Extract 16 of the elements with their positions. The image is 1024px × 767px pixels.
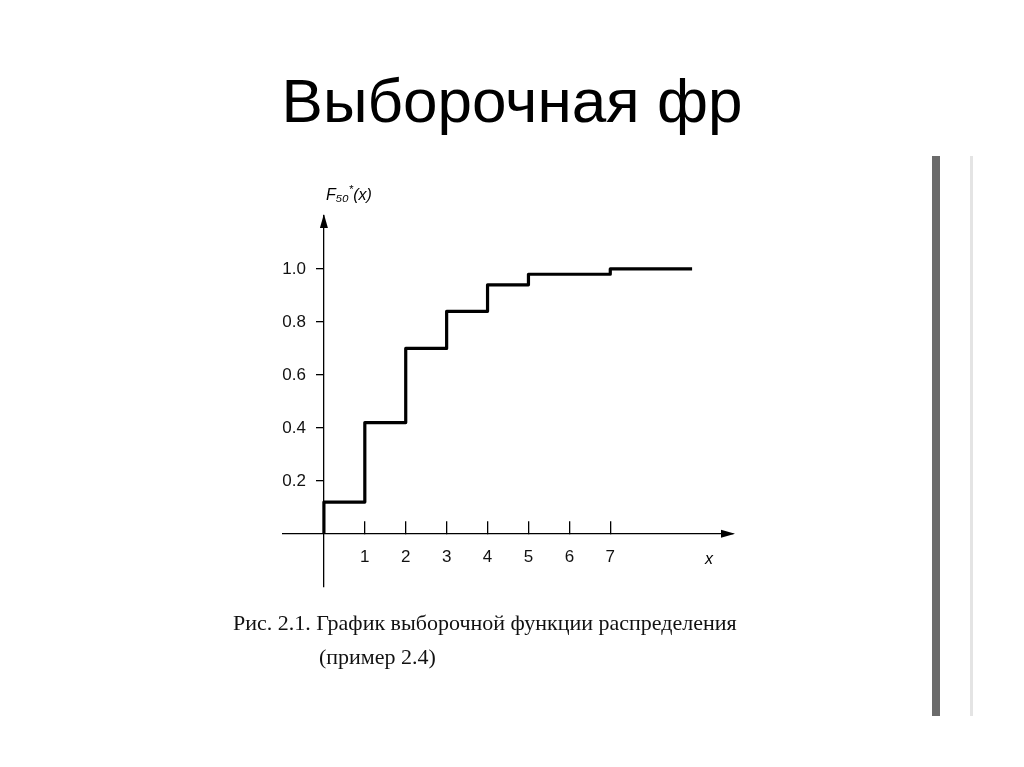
y-tick-label: 0.2 [282,470,306,490]
x-tick-label: 4 [482,546,493,566]
text: Рис. 2.1. График выборочной функции распределения (пример 2.4) [233,609,738,671]
x-tick-label: 6 [564,546,575,566]
x-tick-label: 5 [523,546,534,566]
x-tick-label: 2 [400,546,411,566]
chart-title: Выборочная фр [280,66,744,136]
y-tick-label: 0.4 [282,417,306,437]
x-tick-label: 7 [605,546,616,566]
x-tick-label: 1 [360,546,370,566]
y-tick-label: 1.0 [282,258,306,278]
y-tick-label: 0.8 [282,311,306,331]
x-axis-title: x [704,549,714,567]
y-axis-title: F₅₀*(x) [325,182,372,203]
x-tick-label: 3 [441,546,452,566]
y-tick-label: 0.6 [282,364,306,384]
